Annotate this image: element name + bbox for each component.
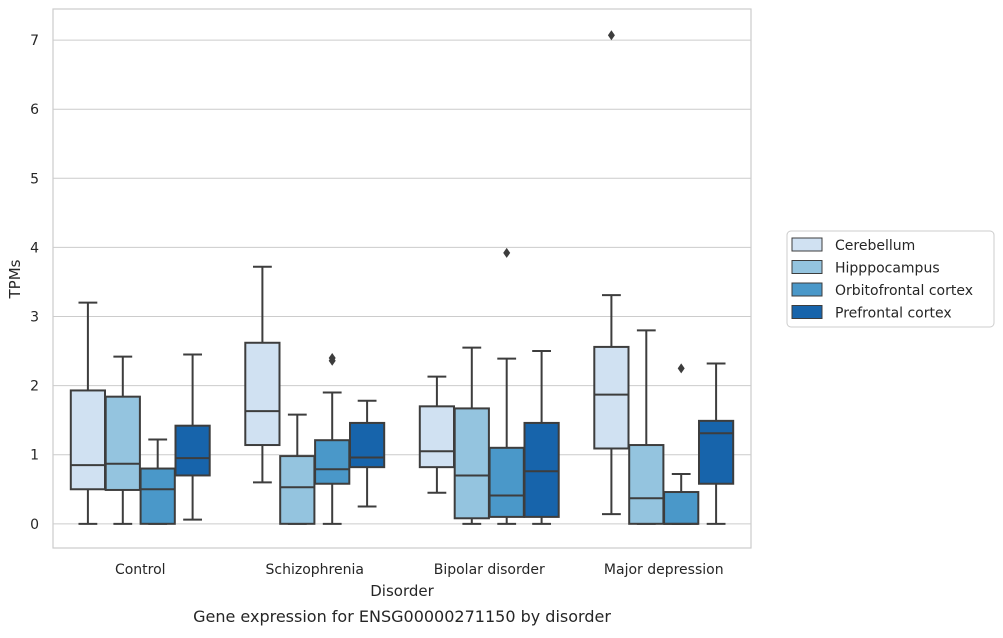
x-axis-label: Disorder	[370, 582, 434, 600]
box-group	[279, 413, 316, 525]
box-group	[314, 352, 351, 525]
outlier-point	[607, 30, 615, 41]
outlier-point	[328, 352, 336, 363]
y-tick-label: 1	[30, 448, 39, 464]
legend-item[interactable]: Hipppocampus	[791, 260, 940, 277]
chart-caption: Gene expression for ENSG00000271150 by d…	[193, 607, 611, 626]
y-tick-label: 5	[30, 171, 39, 187]
x-tick-label: Major depression	[604, 562, 724, 578]
legend-label: Hipppocampus	[835, 261, 940, 277]
box	[593, 345, 630, 450]
box	[418, 405, 456, 469]
box	[279, 455, 316, 525]
box-group	[69, 301, 107, 525]
box	[244, 341, 281, 447]
x-tick-label: Bipolar disorder	[434, 562, 545, 578]
legend-swatch	[791, 260, 823, 274]
x-tick-label: Schizophrenia	[266, 562, 364, 578]
y-tick-label: 7	[30, 33, 39, 49]
box	[314, 439, 351, 485]
box-group	[348, 399, 386, 508]
box-group	[104, 355, 141, 525]
box	[104, 395, 141, 491]
box-group	[697, 362, 735, 525]
legend-swatch	[791, 305, 823, 319]
box-group	[663, 363, 700, 525]
box	[453, 407, 490, 520]
box	[523, 421, 560, 518]
box	[697, 419, 735, 485]
legend-label: Orbitofrontal cortex	[835, 283, 973, 299]
y-tick-label: 0	[30, 517, 39, 533]
y-tick-label: 3	[30, 310, 39, 326]
box	[139, 467, 176, 525]
box	[628, 444, 665, 525]
box-group	[488, 247, 525, 525]
legend-swatch	[791, 237, 823, 252]
legend-label: Prefrontal cortex	[835, 306, 952, 322]
legend-frame	[786, 230, 995, 328]
box-group	[523, 350, 560, 525]
legend[interactable]: Cerebellum Hipppocampus Orbitofrontal cort…	[786, 230, 995, 328]
legend-item[interactable]: Orbitofrontal cortex	[791, 282, 973, 299]
gridlines	[53, 39, 751, 525]
boxplots	[69, 30, 735, 525]
x-tick-label: Control	[115, 562, 166, 578]
y-tick-label: 6	[30, 102, 39, 118]
box	[348, 421, 386, 469]
box	[174, 424, 211, 477]
box-group	[453, 346, 490, 525]
box-group	[244, 265, 281, 484]
box	[69, 389, 107, 491]
axes: 0 1 2 3 4 5 6 7 Control Schizophrenia Bipolar diso…	[30, 8, 752, 578]
outlier-point	[677, 363, 685, 374]
y-tick-label: 4	[30, 240, 39, 256]
box	[663, 491, 700, 525]
y-tick-label: 2	[30, 379, 39, 395]
box-group	[418, 375, 456, 494]
y-axis-label: TPMs	[6, 259, 24, 299]
box-group	[628, 329, 665, 525]
box-group	[593, 30, 630, 516]
legend-label: Cerebellum	[835, 238, 915, 254]
box	[488, 446, 525, 518]
legend-item[interactable]: Cerebellum	[791, 237, 915, 254]
box-group	[174, 353, 211, 521]
legend-item[interactable]: Prefrontal cortex	[791, 305, 952, 322]
outlier-point	[503, 247, 511, 258]
box-group	[139, 438, 176, 525]
legend-swatch	[791, 282, 823, 297]
plot-frame	[52, 8, 752, 549]
